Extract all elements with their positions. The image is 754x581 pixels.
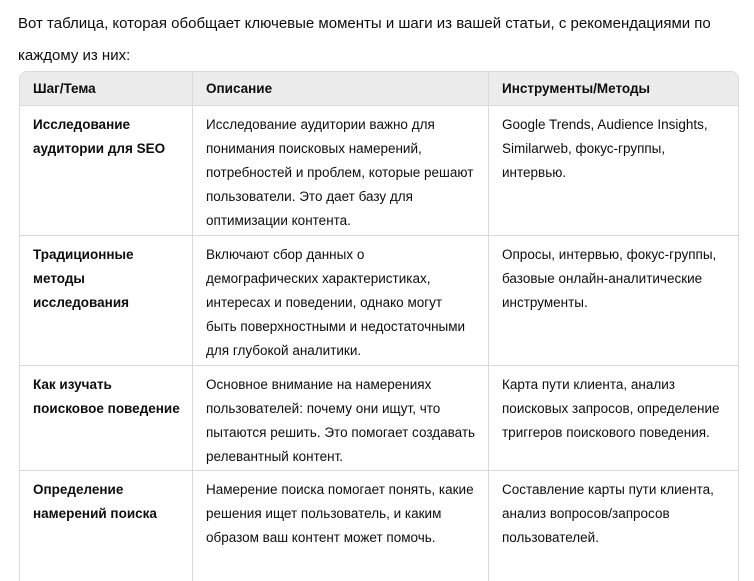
header-description: Описание	[193, 72, 489, 105]
table-row: Определение намерений поиска Намерение п…	[20, 470, 738, 581]
table-row: Как изучать поисковое поведение Основное…	[20, 365, 738, 470]
cell-tools: Опросы, интервью, фокус-группы, базовые …	[502, 247, 717, 310]
table-header-row: Шаг/Тема Описание Инструменты/Методы	[20, 72, 738, 105]
cell-topic: Как изучать поисковое поведение	[20, 366, 193, 470]
cell-tools: Карта пути клиента, анализ поисковых зап…	[502, 377, 720, 440]
table-row: Традиционные методы исследования Включаю…	[20, 235, 738, 365]
cell-topic: Определение намерений поиска	[20, 471, 193, 581]
header-tools: Инструменты/Методы	[502, 81, 651, 96]
cell-topic: Традиционные методы исследования	[20, 236, 193, 365]
cell-description: Намерение поиска помогает понять, какие …	[193, 471, 489, 581]
cell-tools: Google Trends, Audience Insights, Simila…	[502, 117, 708, 180]
cell-topic: Исследование аудитории для SEO	[20, 106, 193, 235]
summary-table: Шаг/Тема Описание Инструменты/Методы Исс…	[19, 71, 739, 581]
table-row: Исследование аудитории для SEO Исследова…	[20, 105, 738, 235]
cell-description: Исследование аудитории важно для пониман…	[193, 106, 489, 235]
cell-tools: Составление карты пути клиента, анализ в…	[502, 482, 714, 545]
cell-description: Включают сбор данных о демографических х…	[193, 236, 489, 365]
intro-text: Вот таблица, которая обобщает ключевые м…	[18, 15, 711, 64]
header-topic: Шаг/Тема	[20, 72, 193, 105]
cell-description: Основное внимание на намерениях пользова…	[193, 366, 489, 470]
